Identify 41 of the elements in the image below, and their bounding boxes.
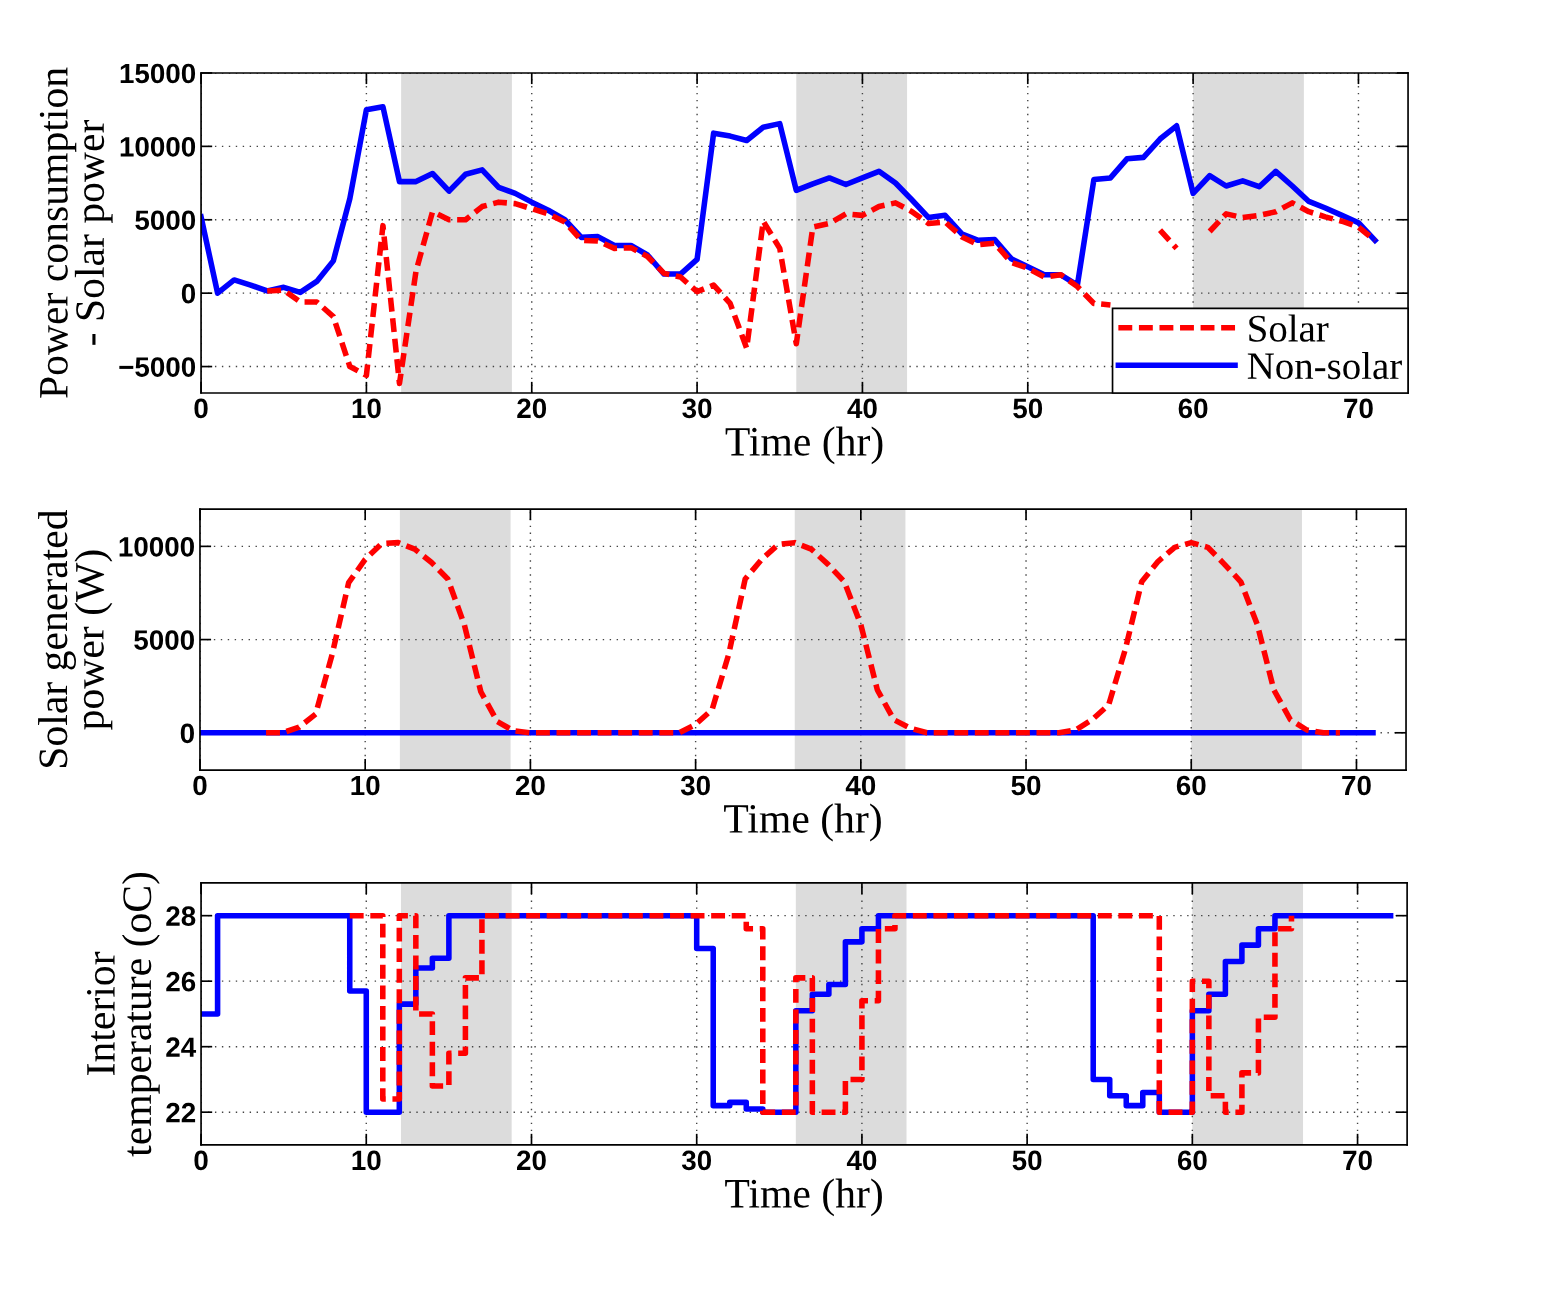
x-tick-label: 70 — [1344, 398, 1373, 419]
x-tick-label: 30 — [682, 398, 712, 419]
x-tick-label: 70 — [1342, 775, 1371, 796]
y-tick-label: 26 — [166, 971, 196, 992]
x-tick-label: 40 — [846, 1150, 877, 1171]
y-axis-title: Solar generated power (W) — [38, 509, 113, 767]
x-tick-label: 20 — [515, 775, 545, 796]
y-tick-label: 5000 — [134, 630, 194, 650]
y-tick-label: 22 — [166, 1102, 196, 1123]
x-tick-label: 30 — [680, 775, 710, 796]
x-tick-label: 40 — [847, 398, 877, 419]
x-tick-label: 50 — [1013, 398, 1043, 419]
y-tick-label: 10000 — [119, 537, 194, 557]
x-tick-label: 20 — [517, 398, 547, 419]
y-tick-label: 10000 — [120, 137, 196, 157]
y-tick-label: 24 — [166, 1037, 197, 1057]
y-tick-label: 28 — [166, 906, 196, 927]
x-tick-label: 10 — [352, 398, 381, 419]
x-tick-label: 60 — [1178, 398, 1208, 419]
x-axis-title: Time (hr) — [725, 1178, 882, 1217]
legend-label: Solar — [1249, 314, 1329, 342]
y-tick-label: 0 — [181, 283, 196, 304]
x-tick-label: 60 — [1176, 775, 1206, 796]
y-tick-label: 15000 — [120, 63, 196, 84]
x-axis-title: Time (hr) — [725, 426, 883, 465]
x-tick-label: 40 — [845, 775, 876, 796]
x-tick-label: 50 — [1012, 1150, 1042, 1171]
legend-label: Non-solar — [1247, 351, 1402, 380]
x-tick-label: 30 — [681, 1150, 712, 1171]
y-axis-title: Interior temperature (oC) — [86, 872, 160, 1157]
x-tick-label: 60 — [1177, 1150, 1207, 1171]
y-tick-label: −5000 — [119, 357, 196, 377]
x-tick-label: 70 — [1343, 1150, 1372, 1171]
x-tick-label: 10 — [352, 1150, 381, 1171]
y-tick-label: 0 — [180, 723, 194, 744]
x-tick-label: 50 — [1011, 775, 1041, 796]
y-tick-label: 5000 — [135, 210, 196, 231]
x-tick-label: 10 — [351, 775, 380, 796]
x-axis-title: Time (hr) — [724, 803, 881, 842]
x-tick-label: 20 — [517, 1150, 546, 1171]
y-axis-title: Power consumption - Solar power — [39, 67, 113, 398]
